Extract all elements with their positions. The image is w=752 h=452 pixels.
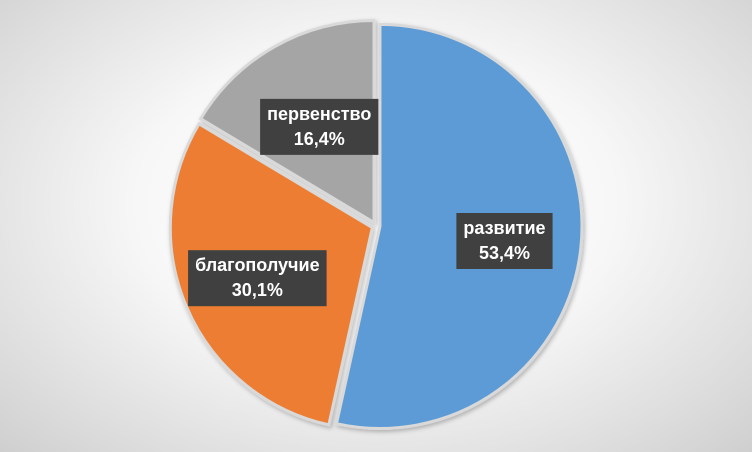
slice-category-label: развитие [463,218,545,238]
slice-value-label: 16,4% [294,129,345,149]
slice-label-1: развитие 53,4% [456,212,553,269]
slice-value-label: 53,4% [479,243,530,263]
slice-value-label: 30,1% [232,280,283,300]
slice-label-background [456,212,553,269]
slice-category-label: благополучие [195,255,320,275]
slice-category-label: первенство [267,104,371,124]
slice-label-3: первенство 16,4% [260,98,379,155]
slice-label-2: благополучие 30,1% [188,250,327,307]
slice-label-background [260,98,379,155]
slice-label-background [188,250,327,307]
